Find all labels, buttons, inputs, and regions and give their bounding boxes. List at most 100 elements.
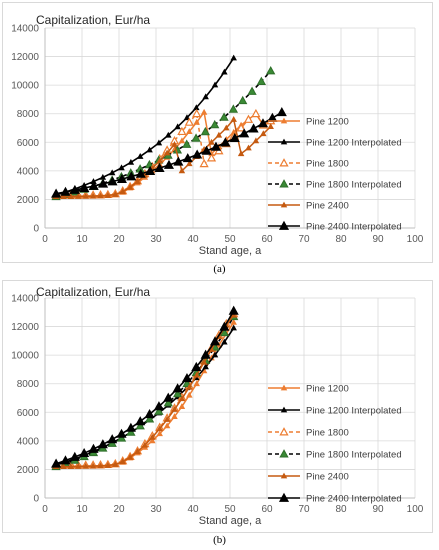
series-pine-2400-interpolated-point [172, 383, 183, 393]
series-pine-2400-interpolated-point [153, 401, 164, 411]
legend-item-pine-1200: Pine 1200 [268, 117, 349, 128]
series-pine-2400-point [149, 433, 156, 440]
series-pine-2400-interpolated-point [145, 165, 156, 175]
series-pine-2400-point [163, 149, 171, 156]
series-pine-2400 [52, 115, 274, 199]
series-pine-1800-point [251, 108, 261, 118]
legend-marker-point [278, 220, 290, 230]
series-pine-2400-interpolated-point [192, 149, 203, 159]
series-pine-2400-interpolated-point [88, 443, 99, 453]
ticks-b: 0 2000 4000 6000 8000 10000 12000 14000 0 10 20 30 4… [11, 294, 424, 516]
series-pine-2400-interpolated-point [173, 156, 184, 166]
series-pine-1800-point [177, 126, 187, 136]
x-tick-label: 50 [224, 504, 236, 515]
series-pine-2400-interpolated-point [51, 458, 62, 468]
x-tick-label: 60 [261, 504, 273, 515]
series-pine-1800-interpolated-point [256, 76, 267, 86]
y-tick-label: 8000 [17, 379, 40, 390]
y-tick-label: 10000 [11, 81, 39, 92]
series-pine-2400-interpolated-point [135, 416, 146, 426]
series-pine-1200-point [193, 380, 200, 387]
series-pine-1200-interpolated-point [118, 164, 125, 171]
y-tick-label: 0 [33, 494, 39, 505]
series-pine-2400-interpolated [51, 107, 287, 198]
series-pine-1800-interpolated-point [135, 421, 145, 430]
series-pine-2400-interpolated-point [88, 180, 99, 190]
legend-item-pine-1800-interpolated: Pine 1800 Interpolated [268, 449, 402, 461]
series-pine-1800-point [199, 158, 209, 168]
series-pine-1200-interpolated-point [202, 363, 209, 370]
series-pine-2400-point [186, 160, 193, 167]
series-pine-2400-interpolated-point [97, 439, 108, 449]
series-pine-2400-interpolated-point [60, 186, 71, 196]
series-pine-2400-point [119, 458, 126, 464]
x-tick-label: 80 [335, 504, 347, 515]
legend-label: Pine 1200 [306, 384, 349, 395]
x-tick-label: 40 [187, 234, 199, 245]
series-pine-2400-interpolated-point [163, 392, 174, 402]
series-pine-1200-point [163, 422, 171, 429]
series-pine-1800-interpolated-point [182, 139, 192, 148]
series-pine-2400-interpolated-point [200, 349, 211, 359]
series-pine-2400-point [112, 460, 119, 467]
legend-item-pine-2400: Pine 2400 [268, 201, 349, 212]
legend-marker-point [280, 384, 288, 391]
x-tick-label: 40 [187, 504, 199, 515]
panel-label-b: (b) [213, 534, 226, 546]
series-pine-2400-interpolated-point [116, 173, 127, 183]
series-pine-1200-point [230, 318, 237, 325]
series-pine-2400-point [215, 131, 223, 138]
series-pine-2400-point [156, 425, 163, 432]
series-pine-2400-interpolated-point [181, 373, 193, 383]
series-pine-1200-interpolated-point [221, 338, 228, 345]
series-pine-2400-point [208, 138, 215, 145]
series-pine-2400-point [223, 124, 230, 131]
series-pine-1800-point [184, 117, 194, 126]
series-pine-1800-interpolated-point [163, 398, 173, 407]
chart-panel-b: 0 2000 4000 6000 8000 10000 12000 14000 0 10 20 30 4… [2, 280, 433, 533]
series-pine-2400-interpolated-point [98, 178, 109, 188]
legend-item-pine-1200-interpolated: Pine 1200 Interpolated [268, 138, 402, 149]
series-pine-1800-interpolated-point [172, 388, 183, 398]
series-pine-1200-point [171, 413, 178, 419]
series-pine-1800-point [243, 114, 254, 123]
x-tick-label: 30 [150, 504, 162, 515]
series-pine-1200-interpolated-point [174, 123, 181, 130]
series-pine-2400-point [126, 453, 134, 460]
series-pine-2400-point [104, 191, 112, 198]
series-pine-2400-point [104, 461, 112, 468]
series-pine-1200-point [178, 403, 186, 409]
y-tick-label: 2000 [17, 195, 40, 206]
series-pine-1200-interpolated-point [127, 158, 135, 165]
series-pine-2400-point [267, 123, 274, 129]
series-pine-2400-interpolated-point [248, 123, 259, 133]
chart-frame-a [2, 2, 433, 263]
series-pine-2400-interpolated-point [69, 451, 80, 461]
legend-item-pine-2400-interpolated: Pine 2400 Interpolated [268, 492, 402, 505]
series-pine-1200-interpolated-point [211, 351, 219, 358]
series-pine-2400-point [245, 144, 252, 151]
y-tick-label: 10000 [11, 351, 39, 362]
series-pine-1200-interpolated-point [230, 324, 237, 331]
series-pine-1200-interpolated-point [221, 68, 228, 75]
series-pine-1800-interpolated-point [200, 126, 211, 136]
series-pine-1200-interpolated-point [146, 146, 153, 153]
legend-label: Pine 1200 [306, 117, 349, 128]
series-pine-1200-interpolated-point [183, 114, 191, 121]
legend-label: Pine 1800 Interpolated [306, 450, 402, 461]
series-pine-2400-point [156, 157, 163, 164]
series-pine-2400-interpolated-point [182, 153, 193, 163]
series-pine-1200-point [178, 137, 186, 144]
y-axis-label-a: Capitalization, Eur/ha [36, 13, 150, 27]
y-tick-label: 14000 [11, 24, 39, 35]
series-pine-2400-point [60, 193, 67, 199]
x-tick-label: 70 [298, 234, 310, 245]
legend-label: Pine 1800 [306, 428, 349, 439]
series-pine-2400-point [134, 448, 141, 454]
x-tick-label: 10 [76, 234, 88, 245]
series-pine-1200-interpolated-point [202, 93, 209, 100]
series-pine-1200-interpolated-point [165, 131, 172, 138]
legend-label: Pine 2400 [306, 472, 349, 483]
series-pine-2400-point [200, 358, 208, 365]
series-pine-2400-point [178, 395, 186, 402]
